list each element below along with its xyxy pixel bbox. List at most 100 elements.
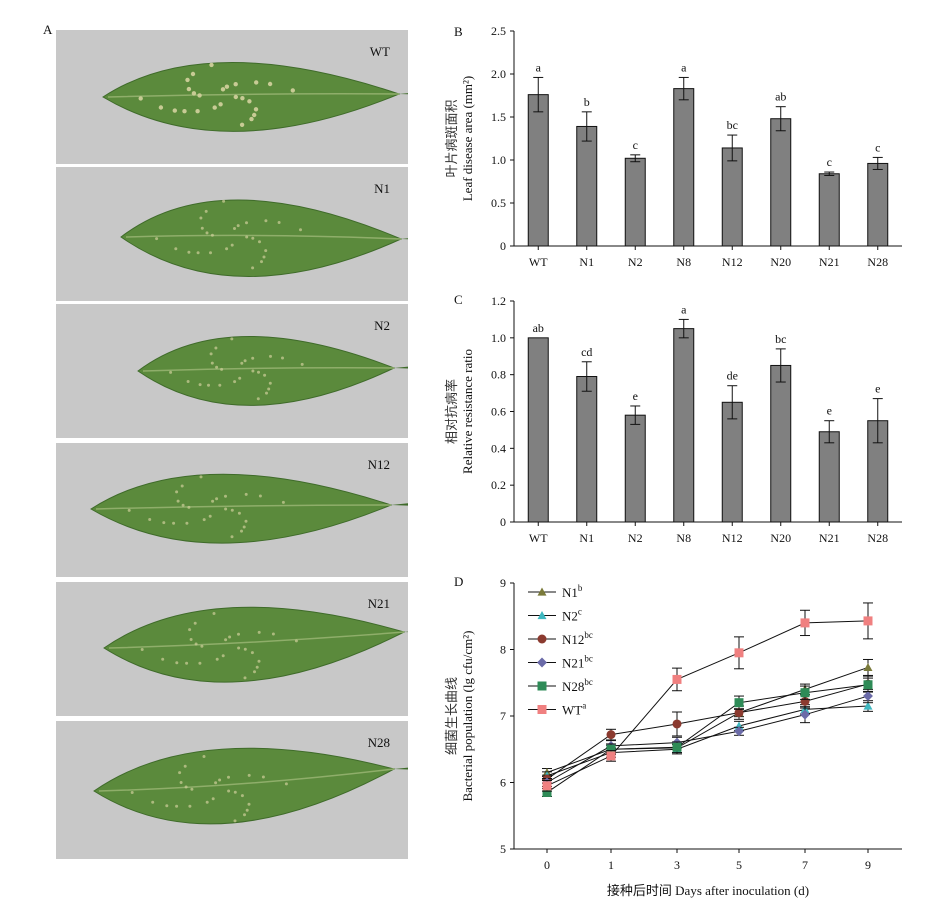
leaf-photo-n2: N2 [56,304,408,438]
lesion-spot [251,236,255,240]
lesion-spot [193,621,197,625]
lesion-spot [264,219,268,223]
legend-series-name: N28 [562,679,584,694]
lesion-spot [175,661,179,665]
legend-marker [537,657,547,668]
lesion-spot [209,352,213,356]
data-point [863,616,873,626]
x-tick-label: N1 [579,255,594,269]
lesion-spot [267,81,273,87]
lesion-spot [161,657,165,661]
significance-label: a [681,302,687,316]
leaf-label: N1 [374,181,390,196]
lesion-spot [220,367,224,371]
significance-label: ab [775,90,786,104]
lesion-spot [265,391,268,395]
significance-label: a [681,60,687,74]
significance-label: bc [775,332,786,346]
x-tick-label: 9 [865,858,871,872]
lesion-spot [204,209,208,213]
lesion-spot [299,228,302,232]
lesion-spot [209,251,212,255]
y-tick-label: 5 [500,842,506,856]
lesion-spot [188,804,192,808]
y-axis-label-en: Bacterial population (lg cfu/cm²) [460,630,475,801]
significance-label: ab [533,321,544,335]
bar [867,162,889,247]
lesion-spot [187,505,191,509]
x-tick-label: 0 [544,858,550,872]
data-point [734,648,744,658]
bar [818,173,840,247]
lesion-spot [268,381,272,385]
lesion-spot [247,773,251,777]
lesion-spot [218,102,223,107]
legend-series-name: N2 [562,609,578,624]
data-point [734,698,744,708]
leaf-label: N12 [367,457,390,472]
significance-label: c [633,138,638,152]
lesion-spot [181,503,185,507]
x-tick-label: N8 [676,255,691,269]
lesion-spot [184,785,188,789]
x-tick-label: N12 [722,255,743,269]
panel-letter: B [454,24,463,39]
y-tick-label: 1.0 [491,153,506,167]
lesion-spot [271,632,275,636]
leaf-label: N21 [367,596,390,611]
series-n2 [542,700,873,781]
data-point [863,701,873,710]
lesion-spot [199,475,203,479]
lesion-spot [245,808,249,812]
y-tick-label: 0.4 [491,441,506,455]
data-point [542,781,552,791]
y-tick-label: 0 [500,239,506,253]
lesion-spot [224,507,228,511]
bar [527,94,549,247]
lesion-spot [155,237,159,241]
lesion-spot [249,116,254,122]
data-point [863,680,873,690]
bar [721,147,743,247]
panel-c-chart: C 0 0.2 0.4 0.6 0.8 1.0 1.2 WT ab N1 cd N2 e N8 a N12 de N… [444,292,902,545]
leaf-petiole [401,238,408,240]
panel-letter: D [454,574,463,589]
lesion-spot [185,661,189,665]
data-point [800,688,810,698]
data-point [800,618,810,628]
y-tick-label: 2.5 [491,24,506,38]
panel-a-letter: A [43,22,53,37]
lesion-spot [190,787,194,791]
lesion-spot [205,231,209,235]
lesion-spot [186,380,190,383]
lesion-spot [199,216,203,220]
lesion-spot [158,105,164,110]
lesion-spot [230,337,234,341]
lesion-spot [214,346,218,350]
lesion-spot [220,87,226,92]
leaf-midrib [107,93,400,98]
x-tick-label: N20 [770,531,791,545]
data-point [672,742,682,752]
bar [770,118,792,247]
leaf-midrib [95,504,392,510]
data-point [734,708,744,718]
lesion-spot [138,96,143,101]
data-point [800,709,810,720]
lesion-spot [130,791,134,794]
lesion-spot [215,365,219,369]
leaf-photo-n12: N12 [56,443,408,577]
y-tick-label: 6 [500,776,506,790]
lesion-spot [233,819,237,823]
data-point [863,691,873,701]
lesion-spot [237,646,241,650]
bar [624,414,646,523]
series-line [546,705,869,777]
bar [527,337,549,523]
lesion-spot [202,755,206,758]
lesion-spot [267,387,271,391]
legend-label: N28bc [562,677,593,694]
lesion-spot [262,255,266,259]
lesion-spot [261,775,265,779]
